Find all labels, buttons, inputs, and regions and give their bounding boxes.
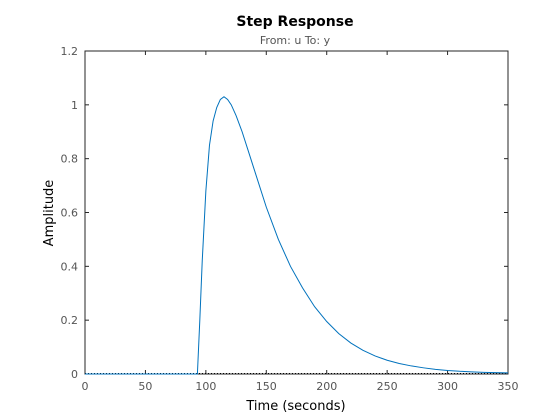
y-tick-label: 0.6 xyxy=(61,207,79,220)
x-tick-label: 200 xyxy=(316,380,337,393)
x-axis-label: Time (seconds) xyxy=(245,399,345,414)
y-tick-label: 1 xyxy=(71,99,78,112)
x-tick-label: 0 xyxy=(82,380,89,393)
step-response-line xyxy=(85,96,509,375)
y-axis-label: Amplitude xyxy=(42,180,57,247)
y-tick-label: 0 xyxy=(71,368,78,381)
plot-area xyxy=(84,50,509,375)
x-tick-label: 50 xyxy=(138,380,152,393)
y-tick-label: 0.2 xyxy=(61,314,79,327)
y-tick-label: 0.8 xyxy=(61,153,79,166)
x-tick-label: 100 xyxy=(195,380,216,393)
y-tick-label: 0.4 xyxy=(61,260,79,273)
x-tick-label: 300 xyxy=(437,380,458,393)
axis-ticks: 0 50 100 150 200 250 300 350 0 0.2 0.4 0.6 0.8 1 1.2 xyxy=(61,45,519,393)
chart-title: Step Response xyxy=(236,14,353,30)
x-tick-label: 350 xyxy=(498,380,519,393)
x-tick-label: 250 xyxy=(377,380,398,393)
x-tick-label: 150 xyxy=(256,380,277,393)
chart-subtitle: From: u To: y xyxy=(260,34,331,47)
y-tick-label: 1.2 xyxy=(61,45,79,58)
